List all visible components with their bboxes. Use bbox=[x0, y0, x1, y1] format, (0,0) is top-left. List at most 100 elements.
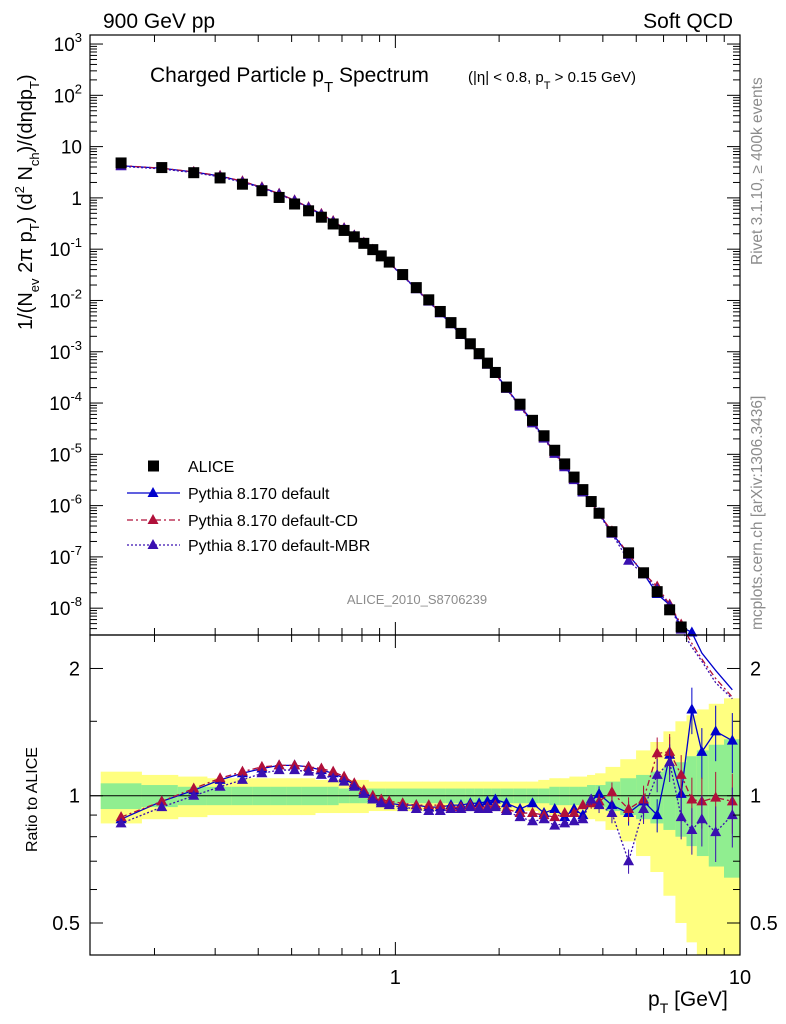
x-tick-label: 1 bbox=[390, 967, 401, 989]
band-green bbox=[663, 766, 676, 830]
mc-marker-ratio bbox=[593, 799, 605, 810]
mc-marker-ratio bbox=[710, 725, 722, 736]
mc-marker-ratio bbox=[348, 780, 360, 791]
mc-marker-ratio bbox=[593, 787, 605, 798]
alice-point bbox=[327, 218, 339, 230]
mc-marker-ratio bbox=[445, 803, 457, 814]
mc-marker-ratio bbox=[675, 811, 687, 822]
legend-marker-alice bbox=[148, 460, 159, 472]
mc-marker-ratio bbox=[115, 811, 127, 822]
mc-marker-ratio bbox=[338, 770, 350, 781]
category-label: Soft QCD bbox=[643, 10, 733, 33]
mc-marker-ratio bbox=[315, 762, 327, 773]
y-tick-label: 10-7 bbox=[49, 543, 82, 569]
legend-label: Pythia 8.170 default-CD bbox=[188, 513, 358, 530]
y-tick-label: 1 bbox=[71, 189, 82, 210]
band-green bbox=[708, 744, 725, 867]
mc-marker-ratio bbox=[538, 813, 550, 824]
mc-marker-ratio bbox=[289, 764, 301, 775]
alice-point bbox=[527, 414, 539, 426]
alice-point bbox=[214, 172, 226, 184]
legend-label: Pythia 8.170 default bbox=[188, 486, 330, 503]
legend-marker bbox=[147, 514, 159, 524]
y-tick-label: 10-1 bbox=[49, 235, 82, 261]
rivet-label: Rivet 3.1.10, ≥ 400k events bbox=[749, 77, 766, 265]
mc-marker-ratio bbox=[358, 787, 370, 798]
mc-marker-ratio bbox=[214, 772, 226, 783]
alice-point bbox=[664, 604, 676, 616]
alice-point bbox=[651, 586, 663, 598]
mc-marker-ratio bbox=[500, 797, 512, 808]
mc-marker-ratio bbox=[623, 855, 635, 866]
mc-marker-ratio bbox=[585, 793, 597, 804]
y-tick-label: 10-3 bbox=[49, 338, 82, 364]
mc-marker-ratio bbox=[375, 797, 387, 808]
mc-marker-ratio bbox=[115, 817, 127, 828]
alice-point bbox=[315, 211, 327, 223]
y-tick-label: 10-5 bbox=[49, 440, 82, 466]
mc-marker-ratio bbox=[527, 797, 539, 808]
alice-point bbox=[489, 366, 501, 378]
alice-point bbox=[514, 398, 526, 410]
mc-marker-ratio bbox=[423, 805, 435, 816]
alice-point bbox=[375, 250, 387, 262]
y-tick-label: 10-4 bbox=[49, 389, 82, 415]
y-tick-label: 103 bbox=[54, 30, 82, 56]
mc-marker-ratio bbox=[236, 773, 248, 784]
alice-point bbox=[338, 224, 350, 236]
mc-marker-ratio bbox=[568, 807, 580, 818]
ratio-y-tick-label: 1 bbox=[69, 786, 80, 808]
main-ylabel: 1/(Nev 2π pT) (d2 Nch)/(dηdpT) bbox=[12, 74, 42, 330]
mc-marker-ratio bbox=[696, 745, 708, 756]
mc-marker-ratio bbox=[686, 823, 698, 834]
mc-marker-ratio bbox=[651, 809, 663, 820]
y-tick-label: 10 bbox=[61, 138, 82, 159]
alice-point bbox=[348, 231, 360, 243]
mc-marker-ratio bbox=[464, 801, 476, 812]
mc-marker-ratio bbox=[606, 786, 618, 797]
alice-point bbox=[434, 305, 446, 317]
mc-marker-ratio bbox=[327, 772, 339, 783]
alice-point bbox=[397, 269, 409, 281]
alice-point bbox=[481, 357, 493, 369]
mc-marker-ratio bbox=[710, 826, 722, 837]
source-label: mcplots.cern.ch [arXiv:1306.3436] bbox=[749, 396, 766, 630]
mc-line-main bbox=[121, 165, 733, 700]
mc-marker-ratio bbox=[338, 775, 350, 786]
alice-point bbox=[585, 496, 597, 508]
alice-point bbox=[445, 317, 457, 329]
x-tick-label: 10 bbox=[729, 967, 751, 989]
alice-point bbox=[568, 471, 580, 483]
alice-point bbox=[538, 430, 550, 442]
alice-point bbox=[606, 526, 618, 538]
mc-marker-ratio bbox=[664, 756, 676, 767]
ratio-y-tick-label-right: 1 bbox=[750, 786, 761, 808]
mc-marker-ratio bbox=[527, 807, 539, 818]
mc-marker-main bbox=[623, 554, 635, 565]
mc-marker-ratio bbox=[514, 811, 526, 822]
alice-point bbox=[593, 507, 605, 519]
mc-marker-ratio bbox=[527, 815, 539, 826]
mc-marker-ratio bbox=[273, 764, 285, 775]
xlabel: pT [GeV] bbox=[648, 988, 728, 1016]
ratio-y-tick-label-right: 2 bbox=[750, 658, 761, 680]
alice-point bbox=[289, 198, 301, 210]
ratio-frame bbox=[89, 634, 741, 956]
mc-marker-ratio bbox=[473, 803, 485, 814]
ratio-y-tick-label: 0.5 bbox=[52, 913, 80, 935]
plot-title: Charged Particle pT Spectrum bbox=[150, 64, 429, 96]
y-tick-label: 102 bbox=[54, 81, 82, 107]
mc-marker-ratio bbox=[577, 813, 589, 824]
mc-marker-ratio bbox=[549, 803, 561, 814]
mc-marker-ratio bbox=[686, 703, 698, 714]
mc-marker-ratio bbox=[156, 801, 168, 812]
alice-point bbox=[188, 167, 200, 179]
alice-point bbox=[303, 205, 315, 217]
mc-marker-ratio bbox=[651, 768, 663, 779]
alice-point bbox=[638, 567, 650, 579]
energy-label: 900 GeV pp bbox=[103, 10, 215, 33]
alice-point bbox=[156, 162, 168, 174]
mc-marker-ratio bbox=[367, 793, 379, 804]
mc-marker-ratio bbox=[726, 734, 738, 745]
